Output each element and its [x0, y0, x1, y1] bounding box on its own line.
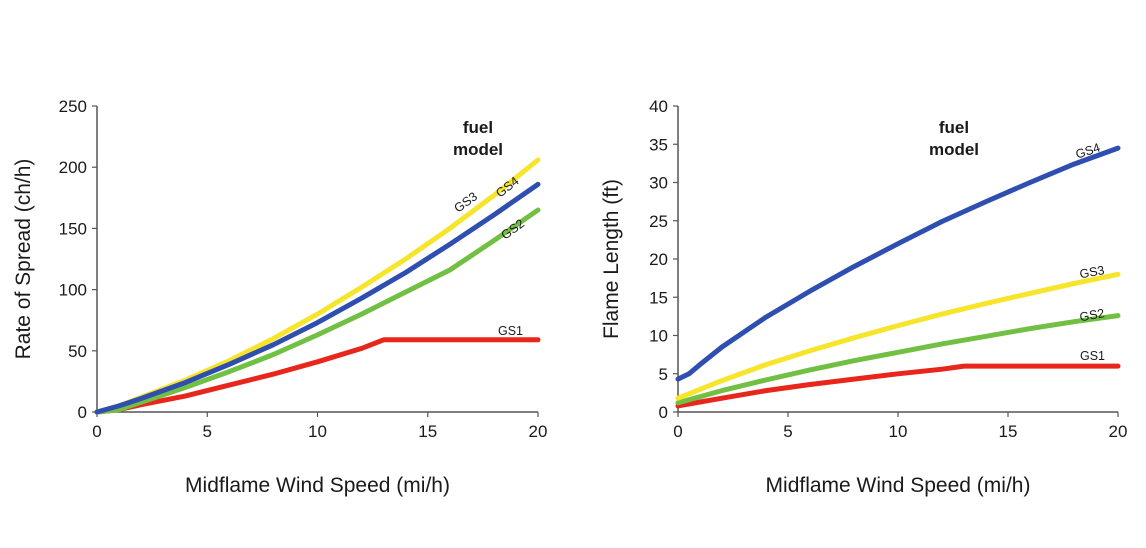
y-tick-label: 30: [649, 174, 668, 193]
y-tick-label: 25: [649, 212, 668, 231]
series-label-gs1: GS1: [498, 324, 523, 338]
chart-panel-flame-length: 0 5 10 15 20 25 30 35 40 0 5 10 15 20 Midflame Wind Sp…: [600, 97, 1127, 497]
x-tick-label: 20: [529, 422, 548, 441]
x-tick-label: 5: [203, 422, 212, 441]
annotation-fuel: fuel: [463, 118, 493, 137]
x-axis-title: Midflame Wind Speed (mi/h): [185, 474, 450, 497]
annotation-model: model: [929, 140, 979, 159]
x-tick-label: 0: [92, 422, 101, 441]
chart-panel-rate-of-spread: 0 50 100 150 200 250 0 5 10 15 20 Midflame Wind Spe…: [12, 97, 547, 497]
y-tick-label: 50: [68, 342, 87, 361]
series-line-gs4: [675, 145, 1121, 382]
series-line-gs1: [94, 337, 541, 415]
y-axis-title: Flame Length (ft): [600, 179, 623, 339]
annotation-model: model: [453, 140, 503, 159]
x-tick-label: 10: [308, 422, 327, 441]
series-label-gs1: GS1: [1080, 349, 1105, 363]
y-tick-label: 0: [659, 403, 668, 422]
y-tick-label: 5: [659, 365, 668, 384]
y-tick-label: 100: [59, 281, 87, 300]
x-tick-label: 10: [889, 422, 908, 441]
y-tick-label: 20: [649, 250, 668, 269]
x-tick-label: 15: [999, 422, 1018, 441]
y-tick-label: 15: [649, 288, 668, 307]
x-tick-label: 15: [418, 422, 437, 441]
y-tick-label: 150: [59, 219, 87, 238]
series-label-gs2: GS2: [1078, 306, 1105, 324]
x-tick-label: 20: [1109, 422, 1128, 441]
y-tick-label: 200: [59, 158, 87, 177]
annotation-fuel: fuel: [939, 118, 969, 137]
x-tick-label: 5: [783, 422, 792, 441]
series-label-gs3: GS3: [1078, 263, 1105, 281]
x-tick-label: 0: [673, 422, 682, 441]
y-tick-label: 0: [78, 403, 87, 422]
series-line-gs2: [675, 313, 1121, 406]
y-tick-label: 35: [649, 135, 668, 154]
y-tick-label: 40: [649, 97, 668, 116]
series-line-gs3: [675, 271, 1121, 401]
y-tick-label: 250: [59, 97, 87, 116]
series-line-gs4: [94, 181, 541, 415]
x-axis-title: Midflame Wind Speed (mi/h): [766, 474, 1031, 497]
series-line-gs1: [675, 363, 1121, 409]
series-line-gs2: [94, 207, 541, 415]
y-axis-title: Rate of Spread (ch/h): [12, 159, 35, 360]
y-tick-label: 10: [649, 327, 668, 346]
